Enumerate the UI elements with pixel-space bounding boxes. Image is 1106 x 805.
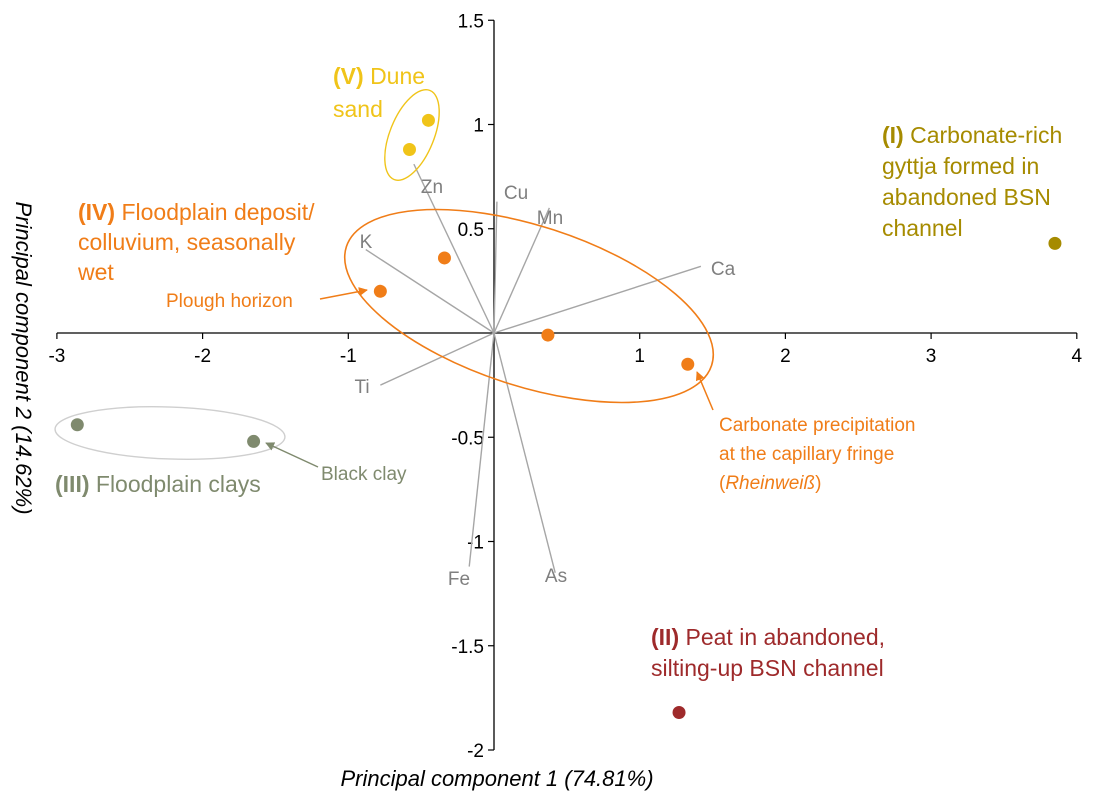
point-group-iv	[373, 284, 387, 298]
group-label-iv: colluvium, seasonally	[78, 229, 296, 255]
group-label-iii: (III) Floodplain clays	[55, 471, 261, 497]
group-text: Peat in abandoned,	[686, 624, 886, 650]
x-tick-label: 1	[634, 346, 645, 367]
group-label-ii: silting-up BSN channel	[651, 655, 884, 681]
loading-vector-cu	[493, 201, 498, 334]
loading-label-fe: Fe	[448, 569, 470, 590]
loading-label-k: K	[360, 232, 373, 253]
point-group-iii	[247, 434, 261, 448]
floodplain-clays-ellipse	[54, 406, 286, 460]
point-group-ii	[672, 705, 686, 719]
loading-vector-k	[365, 249, 495, 334]
group-text: Dune	[370, 63, 425, 89]
group-label-i: channel	[882, 215, 963, 241]
group-text: Floodplain clays	[96, 471, 261, 497]
loading-label-ca: Ca	[711, 259, 736, 280]
group-text: Carbonate-rich	[910, 122, 1062, 148]
x-tick-label: -2	[194, 346, 211, 367]
x-tick-label: -1	[340, 346, 357, 367]
y-axis-title: Principal component 2 (14.62%)	[11, 201, 36, 514]
plough-horizon-arrow	[319, 287, 368, 300]
loading-vector-fe	[468, 332, 495, 567]
group-numeral: (V)	[333, 63, 370, 89]
y-tick-label: 1	[473, 116, 484, 137]
rheinweiss-italic: Rheinweiß	[725, 473, 815, 494]
y-tick-label: -2	[467, 741, 484, 762]
point-group-v	[421, 113, 435, 127]
y-tick-label: -0.5	[451, 428, 484, 449]
group-numeral: (III)	[55, 471, 96, 497]
loading-vector-mn	[493, 207, 551, 334]
group-numeral: (IV)	[78, 199, 121, 225]
black-clay-arrow	[265, 442, 319, 468]
dune-sand-ellipse	[384, 89, 440, 181]
point-group-iv	[437, 251, 451, 265]
group-label-v: (V) Dune	[333, 63, 425, 89]
group-label-i: (I) Carbonate-rich	[882, 122, 1062, 148]
y-tick-label: -1	[467, 533, 484, 554]
group-label-ii: (II) Peat in abandoned,	[651, 624, 885, 650]
loading-label-cu: Cu	[504, 183, 528, 204]
group-label-i: gyttja formed in	[882, 153, 1039, 179]
annotation-carbonate-1: Carbonate precipitation	[719, 415, 915, 436]
loading-vector-as	[493, 332, 556, 573]
carbonate-arrow	[695, 371, 714, 411]
group-label-iv: (IV) Floodplain deposit/	[78, 199, 315, 225]
loading-label-as: As	[545, 566, 567, 587]
group-numeral: (I)	[882, 122, 910, 148]
y-tick-label: 0.5	[458, 220, 484, 241]
x-tick-label: 4	[1072, 346, 1083, 367]
group-numeral: (II)	[651, 624, 686, 650]
loading-vector-ca	[493, 265, 702, 334]
x-axis-title: Principal component 1 (74.81%)	[340, 766, 653, 791]
loading-label-zn: Zn	[421, 177, 443, 198]
x-tick-label: -3	[48, 346, 65, 367]
loading-vector-ti	[380, 332, 495, 386]
x-tick-label: 2	[780, 346, 791, 367]
annotation-black-clay: Black clay	[321, 464, 407, 485]
group-label-iv: wet	[77, 259, 114, 285]
loading-label-ti: Ti	[354, 377, 369, 398]
point-group-iii	[70, 418, 84, 432]
loading-vector-zn	[413, 163, 495, 334]
point-group-iv	[681, 357, 695, 371]
group-text: Floodplain deposit/	[121, 199, 315, 225]
floodplain-deposit-ellipse	[343, 208, 715, 404]
y-tick-label: -1.5	[451, 637, 484, 658]
point-group-i	[1048, 236, 1062, 250]
annotation-carbonate-3: (Rheinweiß)	[719, 473, 821, 494]
y-tick-label: 1.5	[458, 11, 484, 32]
loading-label-mn: Mn	[537, 208, 563, 229]
point-group-v	[402, 143, 416, 157]
annotation-carbonate-2: at the capillary fringe	[719, 444, 894, 465]
annotation-plough-horizon: Plough horizon	[166, 291, 293, 312]
group-label-i: abandoned BSN	[882, 184, 1051, 210]
x-tick-label: 3	[926, 346, 937, 367]
point-group-iv	[541, 328, 555, 342]
group-label-v: sand	[333, 96, 383, 122]
